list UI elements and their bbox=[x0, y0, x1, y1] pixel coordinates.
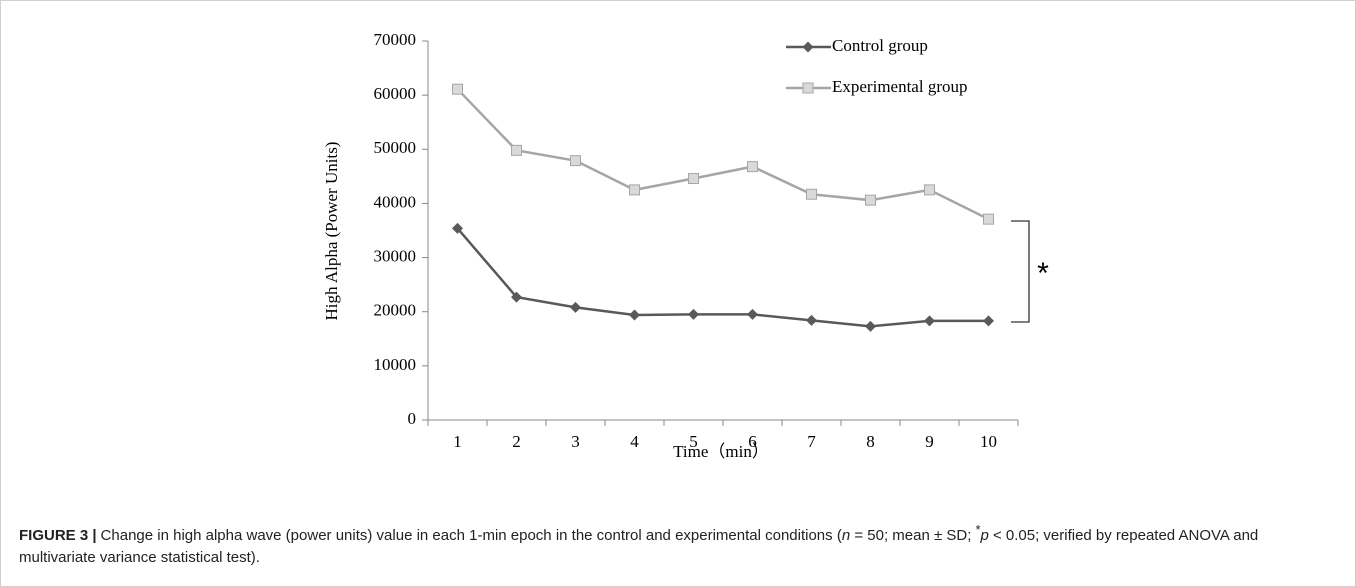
marker bbox=[747, 161, 758, 173]
y-tick-label: 10000 bbox=[374, 355, 417, 374]
marker bbox=[806, 314, 817, 326]
x-tick-label: 1 bbox=[453, 432, 462, 451]
marker bbox=[511, 144, 522, 156]
marker bbox=[865, 194, 876, 206]
x-tick-label: 5 bbox=[689, 432, 698, 451]
marker bbox=[747, 308, 758, 320]
marker bbox=[629, 184, 640, 196]
marker bbox=[924, 184, 935, 196]
y-tick-label: 40000 bbox=[374, 192, 417, 211]
y-tick-label: 50000 bbox=[374, 138, 417, 157]
y-tick-label: 20000 bbox=[374, 301, 417, 320]
bracket bbox=[1011, 220, 1030, 323]
marker bbox=[452, 83, 463, 95]
marker bbox=[629, 309, 640, 321]
y-tick-label: 0 bbox=[408, 409, 417, 428]
y-tick-label: 70000 bbox=[374, 30, 417, 49]
x-tick-label: 3 bbox=[571, 432, 580, 451]
series-line bbox=[456, 88, 990, 221]
marker bbox=[688, 173, 699, 185]
marker bbox=[802, 41, 814, 53]
caption-text: p bbox=[980, 527, 989, 544]
x-tick-label: 2 bbox=[512, 432, 521, 451]
caption-text: n bbox=[841, 527, 851, 544]
marker bbox=[983, 315, 994, 327]
marker bbox=[806, 188, 817, 200]
caption: FIGURE 3 | Change in high alpha wave (pow… bbox=[19, 519, 1339, 569]
marker bbox=[570, 155, 581, 167]
marker bbox=[802, 82, 814, 94]
marker bbox=[452, 222, 463, 234]
caption-text: Change in high alpha wave (power units) … bbox=[100, 527, 842, 544]
x-axis-label: Time（min） bbox=[673, 442, 769, 461]
legend-label: Experimental group bbox=[832, 77, 968, 96]
legend-label: Control group bbox=[832, 36, 928, 55]
marker bbox=[570, 301, 581, 313]
marker bbox=[688, 308, 699, 320]
caption-text: < 0.05; verified by repeated ANOVA and m… bbox=[19, 527, 1259, 566]
marker bbox=[924, 315, 935, 327]
caption-text: * bbox=[975, 523, 981, 537]
marker bbox=[511, 291, 522, 303]
x-tick-label: 4 bbox=[630, 432, 639, 451]
chart: High Alpha (Power Units) Time（min） * 0 10… bbox=[322, 30, 1049, 461]
caption-text: = 50; mean ± SD; bbox=[850, 527, 976, 544]
y-tick-label: 60000 bbox=[374, 84, 417, 103]
series-line bbox=[456, 227, 989, 328]
caption-label: FIGURE 3 | bbox=[19, 527, 97, 544]
x-tick-label: 6 bbox=[748, 432, 757, 451]
y-tick-label: 30000 bbox=[374, 246, 417, 265]
x-tick-label: 9 bbox=[925, 432, 934, 451]
x-tick-label: 10 bbox=[980, 432, 997, 451]
marker bbox=[865, 320, 876, 332]
x-tick-label: 7 bbox=[807, 432, 816, 451]
x-tick-label: 8 bbox=[866, 432, 875, 451]
annotation: * bbox=[1037, 257, 1049, 290]
marker bbox=[983, 213, 994, 225]
y-axis-label: High Alpha (Power Units) bbox=[322, 142, 341, 321]
